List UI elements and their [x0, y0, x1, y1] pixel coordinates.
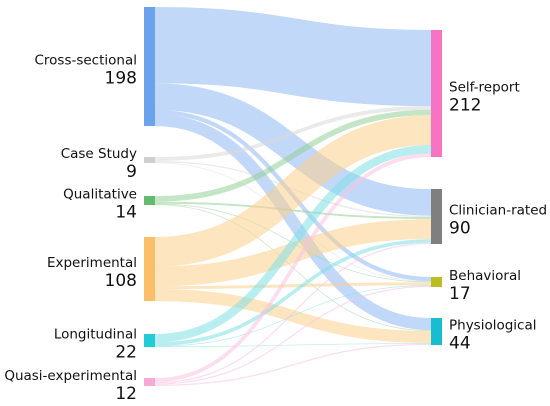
link-quasi-phys: [154, 343, 432, 386]
link-case-self: [154, 105, 432, 161]
link-case-behav: [154, 162, 432, 282]
link-exp-self: [154, 115, 432, 267]
source-value-long: 22: [115, 343, 137, 363]
link-exp-clin: [154, 219, 432, 287]
node-case: [144, 157, 155, 163]
source-value-exp: 108: [105, 271, 137, 291]
link-long-clin: [154, 239, 432, 346]
source-label-cross: Cross-sectional: [34, 53, 137, 69]
target-value-behav: 17: [449, 284, 471, 304]
node-clin: [431, 189, 442, 244]
source-label-long: Longitudinal: [54, 327, 137, 343]
link-cross-self: [154, 7, 432, 107]
link-quasi-self: [154, 153, 432, 382]
target-label-phys: Physiological: [449, 318, 537, 334]
source-label-qual: Qualitative: [63, 187, 137, 203]
node-cross: [144, 7, 155, 126]
link-cross-clin: [154, 83, 432, 216]
source-value-quasi: 12: [115, 384, 137, 404]
node-quasi: [144, 378, 155, 386]
node-behav: [431, 277, 442, 287]
target-value-phys: 44: [449, 334, 471, 354]
source-value-cross: 198: [105, 69, 137, 89]
target-value-clin: 90: [449, 219, 471, 239]
target-label-clin: Clinician-rated: [449, 203, 547, 219]
source-value-qual: 14: [115, 203, 137, 223]
target-value-self: 212: [449, 96, 481, 116]
source-label-exp: Experimental: [47, 255, 137, 271]
target-label-self: Self-report: [449, 80, 520, 96]
link-long-phys: [154, 343, 432, 348]
target-label-behav: Behavioral: [449, 268, 521, 284]
node-phys: [431, 318, 442, 345]
link-qual-self: [154, 109, 432, 202]
link-quasi-clin: [154, 242, 432, 384]
source-label-case: Case Study: [61, 146, 137, 162]
node-exp: [144, 237, 155, 301]
sankey-nodes: [144, 7, 442, 386]
link-long-behav: [154, 285, 432, 347]
link-exp-behav: [154, 282, 432, 290]
sankey-links: [154, 7, 432, 386]
source-label-quasi: Quasi-experimental: [4, 368, 137, 384]
node-qual: [144, 196, 155, 205]
link-quasi-behav: [154, 285, 432, 385]
node-long: [144, 334, 155, 347]
source-value-case: 9: [126, 162, 137, 182]
link-long-self: [154, 145, 432, 343]
node-self: [431, 30, 442, 157]
